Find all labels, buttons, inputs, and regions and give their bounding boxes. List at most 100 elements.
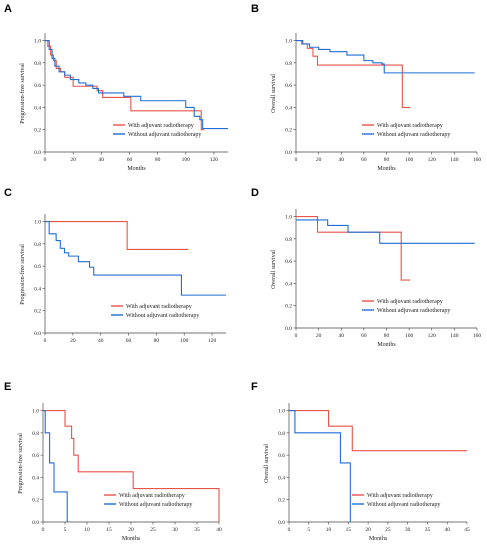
y-tick-label: 0.4 [285, 281, 292, 287]
curve-without-radiotherapy [45, 221, 226, 296]
x-tick-label: 0 [44, 338, 47, 344]
y-tick-label: 0.4 [278, 475, 285, 481]
panel-f: F 0 5 10 15 20 25 30 35 40 45 0.0 0.2 0.4 0.6 0.8 1.0 Ove… [251, 381, 470, 542]
x-axis-label: Months [122, 536, 141, 542]
x-tick-label: 80 [155, 157, 161, 163]
curve-without-radiotherapy [43, 410, 68, 522]
x-tick-label: 0 [295, 157, 298, 163]
y-tick-label: 0.8 [285, 61, 292, 67]
x-tick-label: 120 [208, 338, 217, 344]
panel-letter: D [251, 187, 259, 199]
panel-e: E 0 5 10 15 20 25 30 35 40 0.0 0.2 0.4 0.6 0.8 1.0 Progr… [4, 381, 222, 542]
legend-entry: Without adjuvant radiotherapy [126, 313, 199, 319]
x-tick-label: 30 [172, 527, 178, 533]
y-tick-label: 1.0 [34, 220, 41, 226]
y-axis-label: Progression-free survival [17, 433, 24, 494]
panel-letter: E [4, 381, 11, 393]
legend-entry: Without adjuvant radiotherapy [377, 308, 450, 314]
y-tick-label: 1.0 [278, 409, 285, 415]
legend-entry: With adjuvant radiotherapy [367, 493, 433, 499]
curve-with-radiotherapy [296, 216, 411, 281]
y-tick-label: 0.0 [278, 520, 285, 526]
y-tick-label: 0.8 [34, 242, 41, 248]
x-tick-label: 30 [405, 527, 411, 533]
x-tick-label: 20 [316, 333, 322, 339]
curve-without-radiotherapy [289, 410, 351, 522]
y-axis-label: Overall survival [271, 250, 277, 289]
panel-letter: C [4, 187, 12, 199]
x-tick-label: 5 [64, 527, 67, 533]
legend-entry: Without adjuvant radiotherapy [128, 132, 201, 138]
x-tick-label: 40 [99, 157, 105, 163]
panel-letter: B [251, 3, 259, 15]
legend-entry: With adjuvant radiotherapy [126, 304, 192, 310]
y-tick-label: 1.0 [285, 215, 292, 221]
y-tick-label: 0.0 [285, 326, 292, 332]
x-tick-label: 20 [128, 527, 134, 533]
x-tick-label: 10 [84, 527, 90, 533]
y-tick-label: 0.4 [285, 105, 292, 111]
curve-with-radiotherapy [296, 40, 411, 108]
panel-a: A 0 20 40 60 80 100 120 0.0 0.2 0.4 0.6 0.8 1.0 Progre… [4, 3, 228, 172]
y-tick-label: 0.0 [34, 331, 41, 337]
y-tick-label: 0.6 [285, 259, 292, 265]
x-tick-label: 80 [384, 333, 390, 339]
y-tick-label: 0.2 [34, 309, 41, 315]
x-tick-label: 40 [98, 338, 104, 344]
y-tick-label: 0.0 [32, 520, 39, 526]
x-tick-label: 40 [339, 333, 345, 339]
legend-entry: Without adjuvant radiotherapy [367, 502, 440, 508]
x-tick-label: 20 [70, 338, 76, 344]
y-tick-label: 0.4 [32, 475, 39, 481]
curve-with-radiotherapy [289, 410, 467, 452]
y-tick-label: 0.2 [285, 304, 292, 310]
y-tick-label: 0.6 [278, 453, 285, 459]
x-tick-label: 5 [307, 527, 310, 533]
x-tick-label: 80 [384, 157, 390, 163]
x-tick-label: 15 [106, 527, 112, 533]
y-tick-label: 0.2 [32, 498, 39, 504]
x-tick-label: 40 [444, 527, 450, 533]
x-tick-label: 140 [450, 333, 459, 339]
x-tick-label: 100 [180, 338, 189, 344]
x-tick-label: 100 [182, 157, 191, 163]
x-tick-label: 45 [464, 527, 470, 533]
y-tick-label: 0.6 [34, 264, 41, 270]
x-tick-label: 60 [126, 338, 132, 344]
x-tick-label: 15 [346, 527, 352, 533]
x-tick-label: 160 [473, 157, 482, 163]
legend-entry: With adjuvant radiotherapy [377, 299, 443, 305]
y-axis-label: Overall survival [264, 444, 270, 483]
legend-entry: Without adjuvant radiotherapy [377, 132, 450, 138]
y-tick-label: 0.2 [285, 128, 292, 134]
curve-without-radiotherapy [45, 40, 228, 130]
panel-d: D 0 20 40 60 80 100 120 140 160 0.0 0.2 0.4 0.6 0.8 1.0… [251, 187, 481, 348]
x-tick-label: 25 [150, 527, 156, 533]
x-tick-label: 100 [405, 157, 414, 163]
x-tick-label: 120 [428, 157, 437, 163]
legend-entry: With adjuvant radiotherapy [377, 123, 443, 129]
x-tick-label: 60 [361, 157, 367, 163]
y-tick-label: 0.2 [34, 128, 41, 134]
x-tick-label: 25 [385, 527, 391, 533]
x-tick-label: 0 [42, 527, 45, 533]
x-axis-label: Months [377, 342, 396, 348]
x-axis-label: Months [377, 166, 396, 172]
curve-without-radiotherapy [296, 40, 475, 74]
legend-entry: Without adjuvant radiotherapy [119, 502, 192, 508]
y-axis-label: Overall survival [271, 74, 277, 113]
legend-entry: With adjuvant radiotherapy [119, 493, 185, 499]
x-tick-label: 160 [473, 333, 482, 339]
x-tick-label: 0 [295, 333, 298, 339]
y-tick-label: 0.0 [285, 150, 292, 156]
y-tick-label: 0.4 [34, 105, 41, 111]
y-tick-label: 0.6 [32, 453, 39, 459]
x-tick-label: 120 [210, 157, 219, 163]
x-tick-label: 60 [361, 333, 367, 339]
curve-with-radiotherapy [45, 221, 189, 250]
x-tick-label: 10 [326, 527, 332, 533]
panel-c: C 0 20 40 60 80 100 120 0.0 0.2 0.4 0.6 0.8 1.0 Progre… [4, 187, 226, 344]
x-tick-label: 20 [365, 527, 371, 533]
x-tick-label: 40 [216, 527, 222, 533]
